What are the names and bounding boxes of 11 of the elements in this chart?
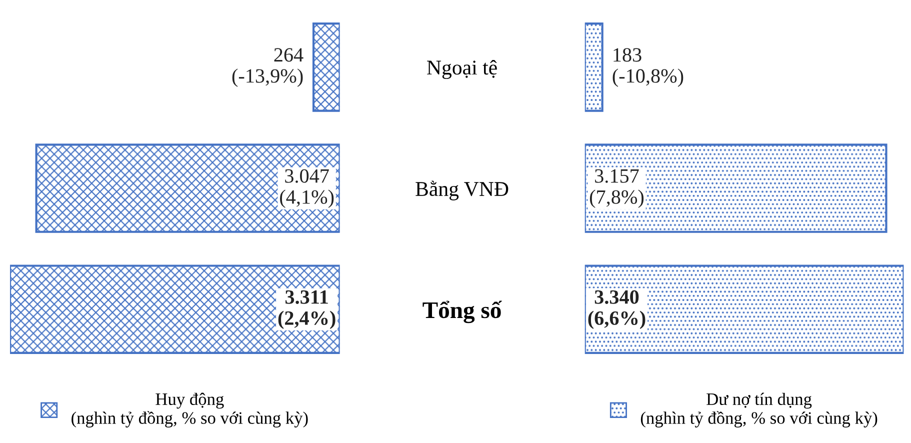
- y-tick-label: Bằng VNĐ: [416, 180, 508, 200]
- y-tick-label: Ngoại tệ: [427, 60, 497, 79]
- data-label: 3.157 (7,8%): [590, 169, 644, 208]
- data-label: 3.311 (2,4%): [278, 290, 336, 330]
- data-label: 264 (-13,9%): [232, 48, 304, 87]
- text: Dư nợ tín dụng (nghìn tỷ đồng, % so với cùng kỳ): [640, 392, 878, 428]
- y-tick-label: Tổng số: [422, 300, 502, 324]
- text: Huy động (nghìn tỷ đồng, % so với cùng kỳ): [72, 392, 308, 428]
- data-label: 3.340 (6,6%): [588, 290, 646, 330]
- data-label: 3.047 (4,1%): [280, 169, 334, 208]
- data-label: 183 (-10,8%): [612, 48, 684, 87]
